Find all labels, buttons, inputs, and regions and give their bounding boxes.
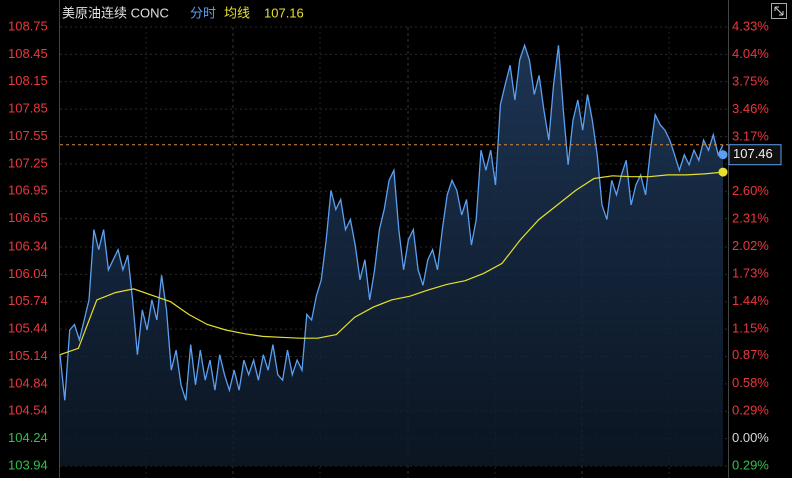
- y2-tick-label: 2.31%: [732, 210, 769, 225]
- y2-tick-label: 0.58%: [732, 375, 769, 390]
- marks: [59, 43, 728, 467]
- y2-tick-label: 1.73%: [732, 265, 769, 280]
- expand-icon-arrow[interactable]: [774, 6, 784, 16]
- y2-tick-label: 1.44%: [732, 293, 769, 308]
- y2-tick-label: 0.29%: [732, 402, 769, 417]
- y-tick-label: 106.04: [8, 266, 48, 281]
- expand-icon-frame[interactable]: [771, 3, 787, 19]
- y2-tick-label: 0.87%: [732, 347, 769, 362]
- legend-entry: 均线: [224, 5, 250, 20]
- y-tick-label: 108.15: [8, 73, 48, 88]
- y-tick-label: 106.65: [8, 210, 48, 225]
- y-tick-label: 107.55: [8, 128, 48, 143]
- y-tick-label: 106.95: [8, 183, 48, 198]
- y-tick-label: 105.14: [8, 348, 48, 363]
- y2-tick-label: 3.17%: [732, 129, 769, 144]
- y-tick-label: 103.94: [8, 457, 48, 472]
- y2-tick-label: 0.00%: [732, 430, 769, 445]
- y2-tick-label: 2.60%: [732, 183, 769, 198]
- y-tick-label: 108.75: [8, 18, 48, 33]
- y-tick-label: 107.25: [8, 155, 48, 170]
- y2-tick-label: 2.02%: [732, 238, 769, 253]
- expand-icon[interactable]: [771, 3, 787, 19]
- price-area: [60, 45, 723, 467]
- y-tick-label: 108.45: [8, 46, 48, 61]
- legend-entry: 分时: [190, 5, 216, 20]
- legend-value: 107.16: [264, 5, 304, 20]
- y-tick-label: 104.84: [8, 375, 48, 390]
- average-dot: [718, 167, 728, 177]
- y2-tick-label: 1.15%: [732, 321, 769, 336]
- y2-tick-label: 4.33%: [732, 18, 769, 33]
- y-tick-label: 105.74: [8, 293, 48, 308]
- y-tick-label: 104.54: [8, 403, 48, 418]
- y2-tick-label: 3.46%: [732, 101, 769, 116]
- y2-tick-label: 4.04%: [732, 46, 769, 61]
- current-price-box: [728, 144, 782, 166]
- y2-tick-label: 0.29%: [732, 457, 769, 472]
- y-tick-label: 105.44: [8, 321, 48, 336]
- current-price-dot: [718, 150, 728, 160]
- average-line: [59, 171, 724, 356]
- y-tick-label: 104.24: [8, 430, 48, 445]
- current-price-label: 107.46: [733, 146, 773, 161]
- price-line: [59, 43, 724, 401]
- y-tick-label: 106.34: [8, 238, 48, 253]
- y-tick-label: 107.85: [8, 101, 48, 116]
- y2-tick-label: 3.75%: [732, 74, 769, 89]
- chart-title: 美原油连续 CONC: [62, 5, 169, 20]
